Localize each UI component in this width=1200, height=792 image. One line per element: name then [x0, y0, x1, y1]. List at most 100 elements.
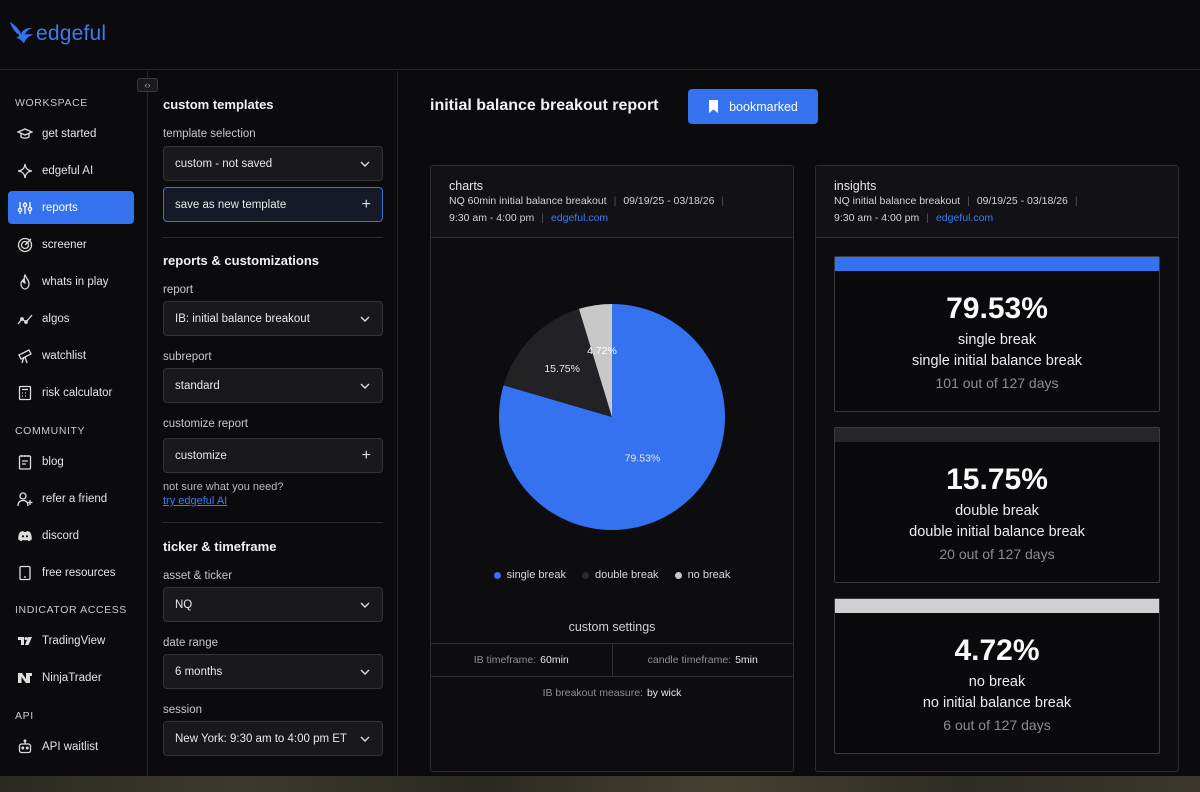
session-dropdown[interactable]: New York: 9:30 am to 4:00 pm ET	[163, 721, 383, 756]
sidebar-item-label: edgeful AI	[42, 164, 94, 177]
sidebar-item-tradingview[interactable]: TradingView	[8, 624, 134, 657]
ib-timeframe-cell: IB timeframe: 60min	[431, 644, 612, 676]
divider	[163, 237, 383, 238]
report-dropdown[interactable]: IB: initial balance breakout	[163, 301, 383, 336]
pie-slice-double-break[interactable]	[503, 308, 612, 417]
sidebar-item-api-waitlist[interactable]: API waitlist	[8, 730, 134, 763]
sidebar-item-label: TradingView	[42, 634, 106, 647]
insight-color-bar	[835, 599, 1159, 613]
legend-label: single break	[506, 569, 566, 581]
insight-count: 101 out of 127 days	[935, 375, 1059, 391]
reports-heading: reports & customizations	[163, 253, 320, 268]
ticker-heading: ticker & timeframe	[163, 539, 277, 554]
collapse-sidebar-button[interactable]: ‹›	[137, 78, 158, 92]
chevron-down-icon	[360, 161, 370, 167]
insight-name: no break	[968, 674, 1026, 690]
page-title: initial balance breakout report	[430, 97, 659, 114]
sidebar-item-screener[interactable]: screener	[8, 228, 134, 261]
customize-label: customize report	[163, 418, 249, 430]
insight-description: no initial balance break	[922, 695, 1072, 711]
report-label: report	[163, 284, 194, 296]
edgeful-link[interactable]: edgeful.com	[935, 212, 994, 224]
sidebar-item-label: algos	[42, 312, 70, 325]
save-template-button[interactable]: save as new template +	[163, 187, 383, 222]
insight-percent: 15.75%	[946, 463, 1048, 496]
brand-name: edgeful	[36, 22, 107, 45]
meta-session: 9:30 am - 4:00 pm	[449, 212, 535, 224]
charts-meta-line-2: 9:30 am - 4:00 pm | edgeful.com	[449, 212, 609, 224]
sidebar-item-refer-a-friend[interactable]: refer a friend	[8, 482, 134, 515]
sidebar-item-free-resources[interactable]: free resources	[8, 556, 134, 589]
insight-count: 6 out of 127 days	[943, 717, 1051, 733]
sidebar-item-reports[interactable]: reports	[8, 191, 134, 224]
candle-timeframe-cell: candle timeframe: 5min	[611, 644, 794, 676]
nav-section-workspace: WORKSPACE	[15, 97, 88, 109]
sidebar-item-label: NinjaTrader	[42, 671, 102, 684]
legend-dot	[493, 571, 501, 579]
notebook-icon	[16, 453, 34, 471]
template-selection-value: custom - not saved	[175, 157, 273, 170]
customize-button-label: customize	[175, 449, 227, 462]
legend-dot	[581, 571, 589, 579]
sidebar-item-label: watchlist	[42, 349, 87, 362]
insight-percent: 4.72%	[954, 634, 1040, 667]
insight-name: double break	[955, 503, 1039, 519]
sidebar-item-label: free resources	[42, 566, 116, 579]
insight-name: single break	[957, 332, 1037, 348]
sidebar-item-label: whats in play	[42, 275, 109, 288]
asset-label: asset & ticker	[163, 570, 233, 582]
charts-card-title: charts	[449, 179, 484, 193]
sidebar-item-label: risk calculator	[42, 386, 113, 399]
date-range-dropdown[interactable]: 6 months	[163, 654, 383, 689]
eagle-logo-icon	[9, 21, 34, 44]
bookmark-button[interactable]: bookmarked	[688, 89, 818, 124]
legend-item-double-break[interactable]: double break	[581, 569, 659, 581]
top-bar: edgeful	[0, 0, 1200, 70]
background-strip	[0, 776, 1200, 792]
insight-percent: 79.53%	[946, 292, 1048, 325]
legend-item-single-break[interactable]: single break	[493, 569, 566, 581]
insight-description: double initial balance break	[909, 524, 1085, 540]
setting-label: IB timeframe:	[473, 654, 537, 666]
pie-slice-no-break[interactable]	[578, 304, 612, 417]
legend-dot	[674, 571, 682, 579]
sidebar-item-get-started[interactable]: get started	[8, 117, 134, 150]
subreport-dropdown[interactable]: standard	[163, 368, 383, 403]
chevron-down-icon	[360, 316, 370, 322]
sidebar-item-whats-in-play[interactable]: whats in play	[8, 265, 134, 298]
sidebar-item-algos[interactable]: algos	[8, 302, 134, 335]
edgeful-link[interactable]: edgeful.com	[550, 212, 609, 224]
insights-card-title: insights	[834, 179, 877, 193]
tradingview-icon	[16, 632, 34, 650]
insights-card: insights NQ initial balance breakout | 09/…	[815, 165, 1179, 772]
try-edgeful-ai-link[interactable]: try edgeful AI	[163, 495, 228, 507]
charts-meta-line-1: NQ 60min initial balance breakout | 09/19/…	[449, 195, 725, 207]
insights-meta-line-1: NQ initial balance breakout | 09/19/25 - 0…	[834, 195, 1078, 207]
sidebar-item-label: discord	[42, 529, 80, 542]
sidebar-item-edgeful-ai[interactable]: edgeful AI	[8, 154, 134, 187]
calculator-icon	[16, 384, 34, 402]
customize-button[interactable]: customize +	[163, 438, 383, 473]
ninjatrader-icon	[16, 669, 34, 687]
session-value: New York: 9:30 am to 4:00 pm ET	[175, 732, 347, 745]
nav-section-api: API	[15, 710, 34, 722]
logo[interactable]: edgeful	[8, 18, 106, 48]
meta-session: 9:30 am - 4:00 pm	[834, 212, 920, 224]
divider	[163, 522, 383, 523]
setting-value: by wick	[646, 687, 682, 699]
legend-item-no-break[interactable]: no break	[674, 569, 730, 581]
plus-icon: +	[361, 446, 371, 464]
sidebar-item-blog[interactable]: blog	[8, 445, 134, 478]
asset-dropdown[interactable]: NQ	[163, 587, 383, 622]
setting-value: 60min	[540, 654, 569, 666]
sidebar-item-watchlist[interactable]: watchlist	[8, 339, 134, 372]
sparkle-icon	[16, 162, 34, 180]
insight-no-break: 4.72% no break no initial balance break …	[834, 598, 1160, 754]
sidebar-nav	[0, 71, 148, 776]
template-selection-dropdown[interactable]: custom - not saved	[163, 146, 383, 181]
sidebar-item-risk-calculator[interactable]: risk calculator	[8, 376, 134, 409]
sidebar-item-discord[interactable]: discord	[8, 519, 134, 552]
custom-settings-title: custom settings	[568, 620, 656, 634]
sidebar-item-ninjatrader[interactable]: NinjaTrader	[8, 661, 134, 694]
chevron-down-icon	[360, 383, 370, 389]
